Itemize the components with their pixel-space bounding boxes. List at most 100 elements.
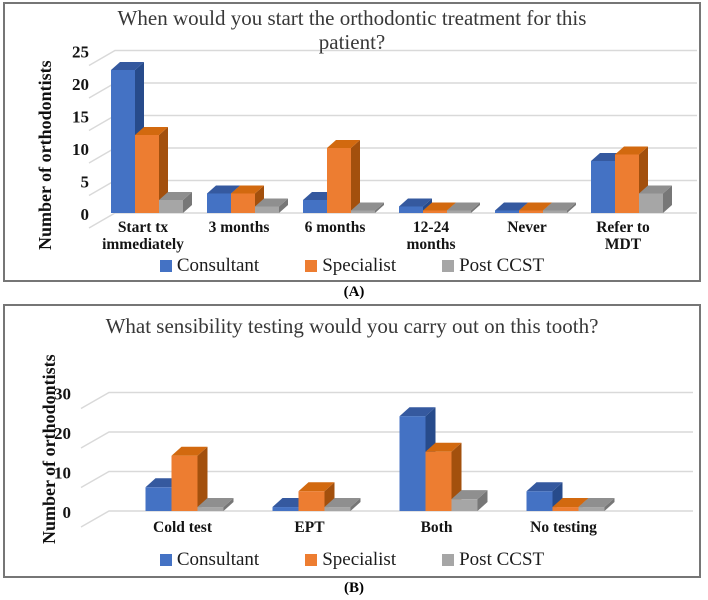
legend-item-post-ccst: Post CCST: [442, 549, 544, 571]
legend-item-consultant: Consultant: [159, 255, 260, 277]
bar-top-face: [399, 198, 432, 207]
bar-top-face: [324, 498, 361, 508]
bar: [111, 70, 135, 213]
y-tick-label: 20: [54, 424, 71, 443]
bar-top-face: [111, 62, 144, 70]
bar-top-face: [255, 198, 288, 207]
bar: [159, 200, 183, 213]
specialist-swatch-icon: [305, 260, 318, 272]
bar: [351, 210, 375, 213]
bar: [399, 416, 426, 511]
chart-a-y-axis-label: Number of orthodontists: [35, 60, 55, 250]
caption-b: (B): [344, 580, 364, 596]
bar-top-face: [447, 202, 480, 211]
legend-label: Post CCST: [459, 255, 545, 276]
bar: [171, 455, 198, 511]
bar-top-face: [327, 140, 360, 148]
gridline: [80, 391, 693, 410]
category-label: EPT: [294, 519, 325, 536]
bar-side-face: [279, 198, 288, 213]
bar-side-face: [567, 202, 576, 213]
bar-top-face: [207, 185, 240, 194]
legend-item-specialist: Specialist: [305, 255, 396, 277]
category-label: 6 months: [305, 219, 366, 236]
chart-b-plot: 0 10 20 30 Cold test EPT Both No testing: [54, 385, 693, 536]
bar-top-face: [171, 446, 208, 456]
y-tick-label: 25: [72, 43, 89, 62]
chart-a-title-line2: patient?: [318, 29, 386, 54]
bar: [447, 210, 471, 213]
bar-top-face: [519, 202, 552, 211]
bar: [519, 210, 543, 213]
bar: [526, 491, 553, 511]
legend-label: Post CCST: [459, 549, 545, 570]
bar: [615, 154, 639, 213]
bar-side-face: [223, 498, 234, 511]
bar-top-face: [135, 127, 168, 135]
bar: [207, 193, 231, 213]
bar-side-face: [351, 140, 360, 213]
specialist-swatch-icon: [305, 554, 318, 566]
bar-top-face: [578, 498, 615, 508]
bar-top-face: [197, 498, 234, 508]
bar-top-face: [639, 185, 672, 194]
category-label: Start tx immediately: [102, 219, 184, 253]
bar: [197, 507, 224, 511]
gridline: [80, 470, 693, 489]
bar: [591, 161, 615, 213]
consultant-swatch-icon: [159, 554, 172, 566]
category-label: 12-24 months: [406, 219, 455, 253]
post-ccst-swatch-icon: [442, 554, 455, 566]
bar-top-face: [298, 482, 335, 492]
gridline: [88, 49, 697, 67]
chart-b-y-axis-label: Number of orthodontists: [39, 354, 59, 544]
bar-top-face: [351, 202, 384, 211]
bar-top-face: [451, 490, 488, 500]
bar: [324, 507, 351, 511]
bar: [327, 148, 351, 213]
chart-a-legend: Consultant Specialist Post CCST: [5, 255, 699, 277]
category-label: Never: [507, 219, 547, 236]
chart-a-title-line1: When would you start the orthodontic tre…: [117, 6, 587, 30]
bar: [543, 210, 567, 213]
bar-top-face: [615, 146, 648, 155]
bar: [255, 206, 279, 213]
bar-top-face: [526, 482, 563, 492]
bar-side-face: [159, 127, 168, 213]
legend-label: Consultant: [176, 255, 260, 276]
bar: [231, 193, 255, 213]
category-label: No testing: [530, 519, 597, 536]
bar: [272, 507, 299, 511]
chart-panel-b: 0 10 20 30 Cold test EPT Both No testing What s…: [3, 304, 701, 578]
chart-a-plot: 0 5 10 15 20 25 Start tx immediately 3 months 6 m…: [72, 43, 697, 253]
bar-side-face: [604, 498, 615, 511]
bar: [495, 210, 519, 213]
bar-top-face: [231, 185, 264, 194]
y-tick-label: 10: [72, 140, 89, 159]
y-tick-label: 15: [72, 108, 89, 127]
bar-side-face: [663, 185, 672, 213]
y-tick-label: 0: [63, 503, 72, 522]
bar-side-face: [375, 202, 384, 213]
category-label: Both: [421, 519, 453, 536]
bar-side-face: [350, 498, 361, 511]
gridline: [80, 431, 693, 449]
legend-label: Specialist: [322, 549, 397, 570]
bar-top-face: [543, 202, 576, 211]
category-label: 3 months: [209, 219, 270, 236]
post-ccst-swatch-icon: [442, 260, 455, 272]
bar: [552, 507, 579, 511]
chart-b-title-line1: What sensibility testing would you carry…: [105, 314, 599, 338]
bar: [298, 491, 325, 511]
legend-label: Consultant: [176, 549, 260, 570]
y-tick-label: 20: [72, 75, 89, 94]
legend-item-specialist: Specialist: [305, 549, 396, 571]
chart-panel-a: 0 5 10 15 20 25 Start tx immediately 3 months 6 m…: [3, 2, 701, 282]
consultant-swatch-icon: [159, 260, 172, 272]
legend-label: Specialist: [322, 255, 397, 276]
bar-side-face: [471, 202, 480, 213]
bar-side-face: [197, 446, 208, 511]
bar: [578, 507, 605, 511]
bar: [399, 206, 423, 213]
